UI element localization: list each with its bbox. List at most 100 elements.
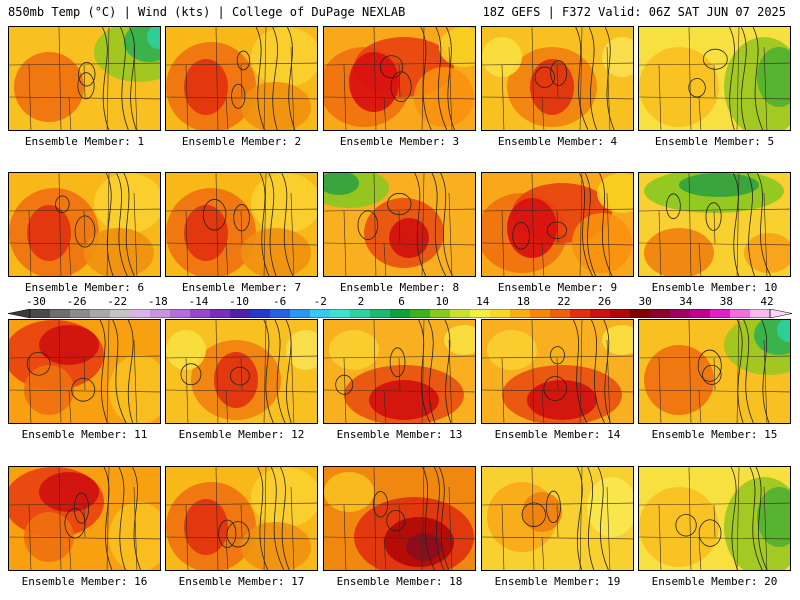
temperature-fill-region <box>572 213 632 273</box>
temperature-fill-region <box>369 380 439 420</box>
temperature-field-map <box>166 173 317 276</box>
colorbar-swatch <box>530 309 551 318</box>
ensemble-member-caption: Ensemble Member: 11 <box>21 428 148 441</box>
ensemble-member-caption: Ensemble Member: 14 <box>494 428 621 441</box>
height-contours <box>357 173 454 276</box>
ensemble-member-map <box>323 26 476 131</box>
colorbar-tick-label: -2 <box>313 295 327 308</box>
height-contours <box>675 467 768 570</box>
temperature-fill-region <box>414 67 474 127</box>
temperature-fill-region <box>109 502 160 570</box>
colorbar-tick-label: 18 <box>516 295 530 308</box>
temperature-fill-region <box>597 173 633 213</box>
colorbar-swatch <box>750 309 771 318</box>
ensemble-member-caption: Ensemble Member: 17 <box>178 575 305 588</box>
temperature-fill-region <box>184 59 228 115</box>
colorbar-tick-label: 30 <box>638 295 652 308</box>
temperature-field-map <box>9 320 160 423</box>
temperature-colorbar: -30 -26 -22 -18 -14 -10 -6 -2 2 6 10 14 18 22 26 30 34 38… <box>8 296 792 318</box>
temperature-fill-region <box>644 345 714 415</box>
temperature-fill-region <box>27 205 71 261</box>
temperature-fill-region <box>214 352 258 408</box>
temperature-fill-region <box>251 173 317 233</box>
temperature-field-map <box>324 27 475 130</box>
colorbar-swatch <box>210 309 231 318</box>
colorbar-swatch <box>270 309 291 318</box>
temperature-fill-region <box>507 198 557 258</box>
ensemble-member-map <box>165 319 318 424</box>
temperature-fill-region <box>522 492 562 532</box>
colorbar-swatch <box>330 309 351 318</box>
temperature-fill-region <box>147 27 160 49</box>
colorbar-swatch <box>90 309 111 318</box>
height-contours <box>55 173 135 276</box>
temperature-fill-region <box>349 52 399 112</box>
ensemble-member-caption: Ensemble Member: 7 <box>181 281 302 294</box>
ensemble-member-caption: Ensemble Member: 8 <box>339 281 460 294</box>
temperature-fill-region <box>530 59 574 115</box>
ensemble-member-caption: Ensemble Member: 9 <box>497 281 618 294</box>
temperature-fill-region <box>744 233 790 273</box>
run-valid-time: 18Z GEFS | F372 Valid: 06Z SAT JUN 07 20… <box>482 5 786 19</box>
state-borders <box>324 27 475 130</box>
colorbar-swatch <box>730 309 751 318</box>
state-borders <box>639 173 790 276</box>
ensemble-member-caption: Ensemble Member: 4 <box>497 135 618 148</box>
temperature-fill-region <box>482 37 522 77</box>
state-borders <box>482 320 633 423</box>
colorbar-swatch <box>450 309 471 318</box>
state-borders <box>166 27 317 130</box>
colorbar-tick-label: 10 <box>435 295 449 308</box>
colorbar-tick-label: 34 <box>679 295 693 308</box>
state-borders <box>324 173 475 276</box>
height-contours <box>512 173 613 276</box>
colorbar-swatch <box>50 309 71 318</box>
height-contours <box>335 320 452 423</box>
temperature-fill-region <box>166 330 206 370</box>
temperature-field-map <box>9 173 160 276</box>
height-contours <box>64 467 142 570</box>
colorbar-swatch <box>170 309 191 318</box>
map-title: 850mb Temp (°C) | Wind (kts) | College o… <box>8 5 406 19</box>
temperature-fill-region <box>184 499 228 555</box>
colorbar-min-arrow <box>8 309 31 318</box>
temperature-fill-region <box>777 320 790 342</box>
state-borders <box>639 27 790 130</box>
temperature-fill-region <box>639 47 719 127</box>
temperature-field-map <box>9 27 160 130</box>
ensemble-member-map <box>638 172 791 277</box>
colorbar-swatch <box>430 309 451 318</box>
height-contours <box>77 27 137 130</box>
temperature-field-map <box>639 27 790 130</box>
colorbar-swatch <box>230 309 251 318</box>
colorbar-tick-label: -30 <box>26 295 46 308</box>
temperature-field-map <box>482 173 633 276</box>
colorbar-max-arrow <box>769 309 792 318</box>
temperature-fill-region <box>644 228 714 276</box>
colorbar-tick-label: -6 <box>273 295 287 308</box>
temperature-field-map <box>324 320 475 423</box>
colorbar-tick-label: -10 <box>229 295 249 308</box>
colorbar-swatch <box>590 309 611 318</box>
colorbar-swatch <box>390 309 411 318</box>
temperature-fill-region <box>39 472 99 512</box>
height-contours <box>534 27 615 130</box>
temperature-field-map <box>482 467 633 570</box>
state-borders <box>166 467 317 570</box>
ensemble-member-map <box>481 172 634 277</box>
colorbar-swatch <box>650 309 671 318</box>
temperature-field-map <box>324 467 475 570</box>
temperature-fill-region <box>184 205 228 261</box>
ensemble-member-caption: Ensemble Member: 6 <box>24 281 145 294</box>
ensemble-member-map <box>8 319 161 424</box>
colorbar-gradient <box>8 309 792 318</box>
temperature-fill-region <box>444 325 475 355</box>
colorbar-swatch <box>290 309 311 318</box>
temperature-field-map <box>639 467 790 570</box>
state-borders <box>9 173 160 276</box>
temperature-fill-region <box>24 365 74 415</box>
ensemble-member-map <box>323 319 476 424</box>
temperature-fill-region <box>602 37 633 77</box>
temperature-field-map <box>639 320 790 423</box>
colorbar-tick-label: 26 <box>597 295 612 308</box>
